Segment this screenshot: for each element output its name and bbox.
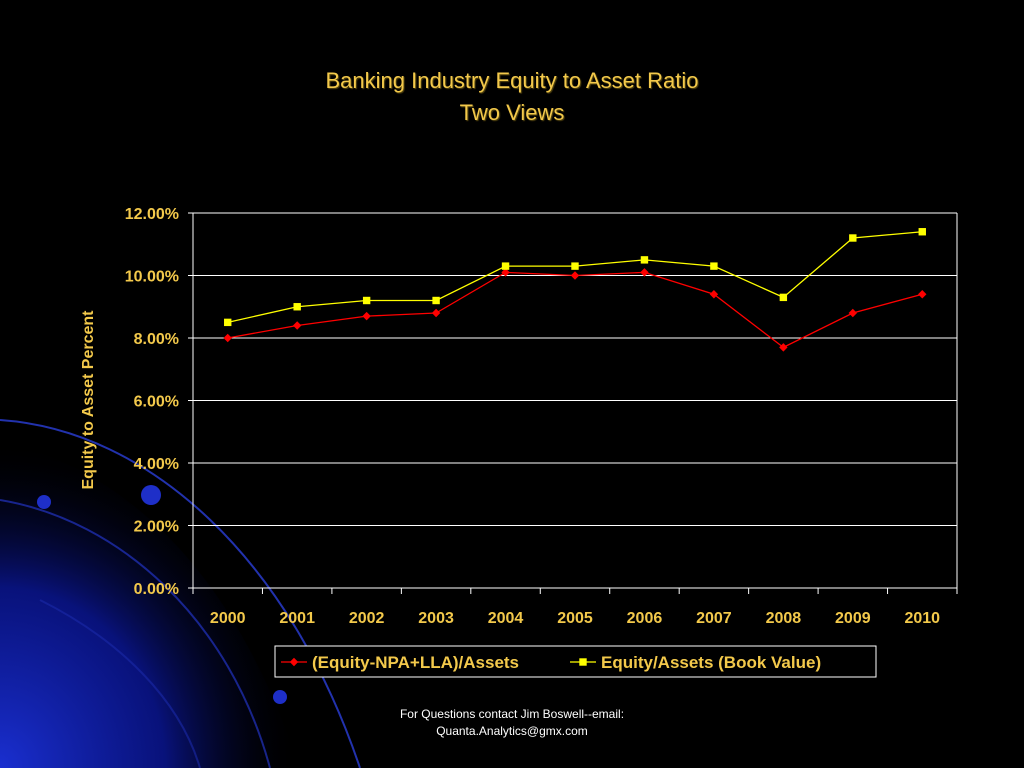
chart-title-line-2: Two Views <box>459 100 565 125</box>
x-tick-label: 2007 <box>696 610 732 627</box>
data-point <box>501 268 510 277</box>
data-point <box>432 296 440 305</box>
blue-glow-shape <box>0 440 300 768</box>
decor-arc-1 <box>0 419 361 768</box>
data-point <box>779 343 788 352</box>
x-tick-label: 2009 <box>835 610 871 627</box>
data-point <box>640 268 649 277</box>
y-tick-label: 0.00% <box>134 581 179 598</box>
contact-email: Quanta.Analytics@gmx.com <box>436 724 588 738</box>
data-point <box>710 262 718 270</box>
x-tick-label: 2002 <box>349 610 385 627</box>
chart-title-line-1: Banking Industry Equity to Asset Ratio <box>325 68 699 93</box>
y-axis-title: Equity to Asset Percent <box>80 310 97 490</box>
decor-arc-3 <box>39 599 201 768</box>
x-tick-label: 2010 <box>904 610 940 627</box>
data-point <box>362 311 371 321</box>
x-tick-label: 2006 <box>627 610 663 627</box>
legend: (Equity-NPA+LLA)/Assets Equity/Assets (Bo… <box>274 645 877 678</box>
contact-line: For Questions contact Jim Boswell--email… <box>399 707 625 721</box>
data-point <box>292 321 302 330</box>
series-line <box>227 271 923 349</box>
axes <box>188 212 958 594</box>
x-tick-label: 2005 <box>557 610 593 627</box>
legend-label: (Equity-NPA+LLA)/Assets <box>312 653 519 672</box>
data-point <box>293 303 301 311</box>
data-point <box>431 308 441 318</box>
data-point <box>918 228 926 236</box>
x-tick-label: 2001 <box>279 610 315 627</box>
x-tick-label: 2008 <box>766 610 802 627</box>
data-point <box>224 318 232 327</box>
legend-marker <box>289 657 299 667</box>
decor-arc-2 <box>0 499 271 768</box>
series-1 <box>223 268 927 352</box>
data-point <box>362 296 371 305</box>
x-tick-labels: 2000 2001 2002 2003 2004 2005 2006 2007 2008 2009… <box>210 610 940 627</box>
data-point <box>918 290 927 299</box>
y-tick-label: 10.00% <box>125 269 179 286</box>
y-tick-label: 6.00% <box>134 394 179 411</box>
data-point <box>848 308 858 318</box>
y-tick-label: 8.00% <box>134 331 179 348</box>
series <box>223 228 927 352</box>
x-tick-label: 2000 <box>210 610 246 627</box>
data-point <box>709 290 719 299</box>
data-point <box>849 234 857 242</box>
data-point <box>640 256 649 264</box>
decor-dot-2 <box>141 485 161 505</box>
data-point <box>501 262 510 270</box>
legend-label: Equity/Assets (Book Value) <box>601 653 821 672</box>
y-tick-label: 2.00% <box>134 519 179 536</box>
data-point <box>571 262 579 270</box>
decor-dot-3 <box>273 690 287 704</box>
decor-dot-1 <box>37 495 51 509</box>
x-tick-label: 2003 <box>418 610 454 627</box>
x-tick-label: 2004 <box>488 610 524 627</box>
legend-entry-2: Equity/Assets (Book Value) <box>570 653 821 672</box>
y-tick-label: 4.00% <box>134 456 179 473</box>
legend-box <box>274 645 877 678</box>
legend-marker <box>579 658 587 666</box>
y-tick-label: 12.00% <box>125 206 179 223</box>
y-tick-labels: 0.00% 2.00% 4.00% 6.00% 8.00% 10.00% 12.00% <box>125 206 179 598</box>
legend-items: (Equity-NPA+LLA)/Assets Equity/Assets (Bo… <box>281 653 821 672</box>
series-2 <box>224 228 926 327</box>
data-point <box>570 271 580 280</box>
data-point <box>223 333 232 343</box>
legend-entry-1: (Equity-NPA+LLA)/Assets <box>281 653 519 672</box>
data-point <box>779 293 788 302</box>
